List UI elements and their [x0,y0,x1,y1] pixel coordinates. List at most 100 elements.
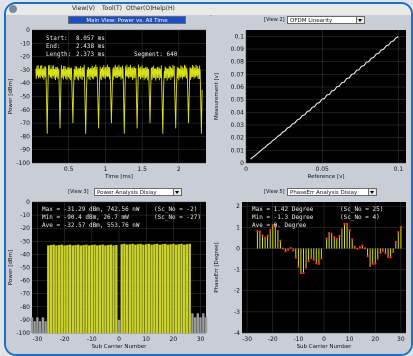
power-bar [71,245,74,333]
x-axis-label: Reference [v] [308,174,345,180]
power-bar [204,317,208,333]
y-tick-label: 0.07 [231,71,245,78]
chevron-down-icon[interactable] [173,189,181,195]
power-bar [128,244,132,333]
power-bar [79,245,83,333]
x-tick-label: 30 [197,336,205,343]
length-value: 2.373 ms [76,51,105,58]
y-axis-label: Power [dBm] [8,79,14,114]
app-window: View(V) Tool(T) Other(O) Help(H) Main Vi… [4,2,413,356]
power-bar [47,245,50,333]
x-tick-label: 0.5 [64,166,74,173]
y-tick-label: 0.06 [231,84,245,91]
power-bar [85,244,88,333]
phase-point [320,257,323,260]
pane-ofdm-linearity: [View 2] OFDM Linearity 0.1 0.09 0.08 0.07 0… [212,15,411,185]
y-tick-label: 0 [26,27,30,34]
ofdm-linearity-select[interactable]: OFDM Linearity [287,16,365,24]
y-tick-label: 0.05 [231,97,245,104]
power-bar [123,243,126,333]
power-bar [161,244,164,333]
y-tick-label: -60 [20,107,30,114]
power-bar [142,244,145,333]
power-bar [106,245,110,333]
phase-point [348,229,351,232]
y-tick-label: 0.1 [234,33,244,40]
phase-point [271,223,274,226]
y-tick-label: -50 [20,94,30,101]
x-tick-label: -20 [60,336,70,343]
power-bar [153,244,156,333]
end-label: End: [46,43,60,50]
x-tick-label: 30 [397,336,405,343]
app-icon[interactable] [9,5,17,13]
phase-point [305,266,308,269]
phase-point [330,232,333,235]
phase-point [399,226,402,228]
power-bar [177,244,180,333]
phase-point [351,238,354,241]
menu-view[interactable]: View(V) [72,5,96,12]
y-tick-label: -40 [20,80,30,87]
phase-point [387,256,390,259]
x-tick-label: 0.05 [316,166,330,173]
power-trace [35,64,203,134]
phase-point [335,237,338,240]
menu-help[interactable]: Help(H) [152,5,175,12]
power-bar [191,313,194,333]
min-info: Min = -1.3 Degree [252,214,314,221]
phase-point [302,272,305,274]
chevron-down-icon[interactable] [368,189,376,195]
y-tick-label: 1 [236,224,240,231]
main-view-title[interactable]: Main View: Power vs. All Time [68,16,186,24]
x-axis-label: Sub Carrier Number [297,344,353,350]
y-tick-label: 0 [236,245,240,252]
power-bar [158,244,161,333]
x-tick-label: 0.1 [394,166,404,173]
power-bar [166,244,170,333]
power-bar [150,244,153,333]
phase-point [374,262,377,265]
phase-point [256,230,259,232]
power-bar [98,245,102,333]
power-bar [185,244,189,333]
phase-point [269,228,272,231]
end-value: 2.438 ms [76,43,105,50]
menu-tool[interactable]: Tool(T) [102,5,123,12]
y-tick-label: -50 [20,265,30,272]
phase-point [369,264,372,267]
y-tick-label: 0.09 [231,46,245,53]
x-tick-label: 10 [142,336,150,343]
phase-point [315,262,318,265]
phase-point [274,223,277,226]
power-bar [93,244,96,333]
y-tick-label: -40 [20,251,30,258]
phase-point [397,231,400,234]
power-bar [52,244,55,333]
linearity-trace [250,36,399,160]
y-tick-label: 0.02 [231,135,245,142]
phase-point [310,257,313,260]
phase-error-select[interactable]: PhaseErr Analysis Disiay [287,188,377,196]
view-3-label: [View 3] [68,189,89,195]
phase-point [266,234,269,237]
power-analysis-select[interactable]: Power Analysis Disiay [94,188,182,196]
power-bar [188,243,191,333]
chevron-down-icon[interactable] [356,17,364,23]
y-tick-label: -4 [234,330,240,337]
ave-info: Ave = -32.57 dBm, 553.76 nW [42,222,140,229]
power-bar [60,244,64,333]
y-tick-label: -60 [20,278,30,285]
power-bar [125,244,129,333]
phase-point [392,250,395,253]
x-axis-label: Time [ms] [104,174,133,180]
y-tick-label: -2 [234,288,240,295]
power-bar [49,245,53,333]
menu-other[interactable]: Other(O) [126,5,153,12]
x-tick-label: 0 [244,166,248,173]
power-time-chart: 0 -10 -20 -30 -40 -50 -60 -70 -80 -90 -100 0.5 1 1.5 2… [8,27,206,180]
x-tick-label: 1.5 [137,166,147,173]
y-tick-label: -10 [20,212,30,219]
power-bar [117,319,121,333]
phase-point [287,248,290,251]
